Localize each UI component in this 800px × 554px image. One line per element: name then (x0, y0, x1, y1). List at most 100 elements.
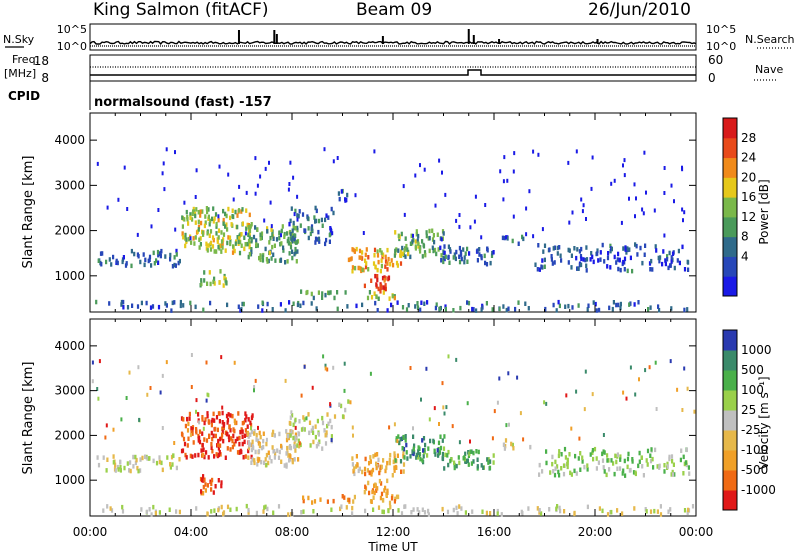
scatter-cell (239, 429, 242, 435)
scatter-cell (287, 453, 290, 458)
scatter-cell (658, 308, 661, 313)
scatter-cell (552, 246, 555, 251)
scatter-cell (628, 247, 631, 252)
scatter-cell (613, 254, 616, 260)
scatter-cell (406, 247, 409, 252)
scatter-cell (186, 416, 189, 422)
scatter-cell (223, 275, 226, 281)
scatter-cell (524, 301, 527, 306)
scatter-cell (505, 235, 507, 240)
scatter-cell (238, 441, 241, 447)
scatter-cell (241, 434, 244, 439)
scatter-cell (361, 267, 364, 272)
scatter-cell (422, 436, 426, 441)
scatter-cell (220, 504, 223, 510)
y-tick-label: 1000 (54, 269, 85, 283)
scatter-cell (410, 233, 413, 239)
scatter-cell (257, 438, 260, 444)
scatter-cell (472, 307, 475, 312)
scatter-cell (328, 232, 331, 238)
scatter-cell (194, 195, 197, 199)
scatter-cell (160, 460, 163, 466)
scatter-cell (288, 300, 291, 305)
scatter-cell (207, 214, 210, 220)
scatter-cell (366, 295, 370, 301)
scatter-cell (368, 290, 371, 295)
scatter-cell (484, 260, 487, 266)
scatter-cell (476, 248, 479, 253)
scatter-cell (239, 239, 242, 245)
scatter-cell (117, 467, 120, 472)
scatter-cell (301, 212, 305, 217)
scatter-cell (216, 239, 219, 244)
scatter-cell (324, 292, 327, 298)
scatter-cell (343, 495, 346, 500)
scatter-cell (501, 235, 504, 241)
scatter-cell (326, 412, 329, 417)
scatter-cell (488, 465, 492, 471)
scatter-cell (550, 257, 553, 262)
scatter-cell (627, 451, 630, 457)
scatter-cell (148, 507, 151, 512)
scatter-cell (314, 434, 317, 440)
scatter-cell (500, 512, 503, 517)
scatter-cell (207, 243, 210, 248)
scatter-cell (379, 248, 382, 253)
freq-tick-high: 18 (34, 54, 49, 68)
scatter-cell (173, 255, 176, 260)
scatter-cell (242, 301, 245, 307)
scatter-cell (380, 481, 383, 486)
scatter-cell (615, 260, 618, 265)
scatter-cell (294, 425, 297, 430)
scatter-cell (125, 396, 128, 400)
scatter-cell (613, 471, 616, 477)
scatter-cell (226, 420, 229, 425)
scatter-cell (626, 456, 630, 462)
scatter-cell (200, 489, 203, 494)
scatter-cell (581, 209, 584, 214)
scatter-cell (503, 235, 506, 241)
scatter-cell (423, 301, 426, 306)
scatter-cell (190, 353, 193, 357)
scatter-cell (440, 258, 443, 263)
scatter-cell (299, 303, 302, 308)
scatter-cell (619, 457, 622, 462)
scatter-cell (254, 191, 257, 196)
scatter-cell (580, 256, 583, 261)
colorbar-segment (723, 137, 737, 159)
scatter-cell (555, 506, 558, 512)
scatter-cell (213, 276, 216, 282)
scatter-cell (139, 259, 142, 265)
scatter-cell (225, 222, 228, 227)
scatter-cell (417, 452, 421, 458)
scatter-cell (387, 508, 390, 514)
scatter-cell (300, 427, 304, 432)
scatter-cell (607, 251, 610, 256)
scatter-cell (458, 213, 461, 217)
scatter-cell (428, 228, 431, 234)
scatter-cell (188, 416, 191, 421)
scatter-cell (187, 236, 191, 242)
scatter-cell (234, 241, 237, 246)
scatter-cell (146, 456, 149, 461)
scatter-cell (381, 254, 384, 260)
scatter-cell (568, 220, 571, 225)
scatter-cell (476, 457, 479, 462)
scatter-cell (519, 411, 522, 416)
scatter-cell (670, 183, 673, 188)
scatter-cell (570, 472, 573, 477)
scatter-cell (318, 439, 321, 444)
scatter-cell (590, 251, 593, 256)
scatter-cell (198, 245, 201, 250)
scatter-cell (200, 278, 203, 283)
scatter-cell (422, 448, 425, 453)
scatter-cell (144, 257, 147, 263)
scatter-cell (672, 462, 675, 467)
scatter-cell (321, 295, 324, 300)
scatter-cell (266, 259, 269, 264)
scatter-cell (377, 286, 380, 292)
scatter-cell (417, 445, 420, 450)
scatter-cell (505, 423, 508, 428)
scatter-cell (382, 290, 385, 295)
scatter-cell (575, 255, 578, 261)
